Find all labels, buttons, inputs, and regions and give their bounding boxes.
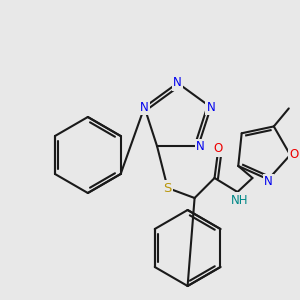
Text: N: N: [264, 175, 273, 188]
Text: N: N: [206, 101, 215, 114]
Text: N: N: [173, 76, 182, 89]
Text: O: O: [290, 148, 299, 161]
Text: N: N: [196, 140, 205, 153]
Text: O: O: [213, 142, 222, 155]
Text: N: N: [140, 101, 149, 114]
Text: NH: NH: [231, 194, 248, 206]
Text: S: S: [164, 182, 172, 194]
